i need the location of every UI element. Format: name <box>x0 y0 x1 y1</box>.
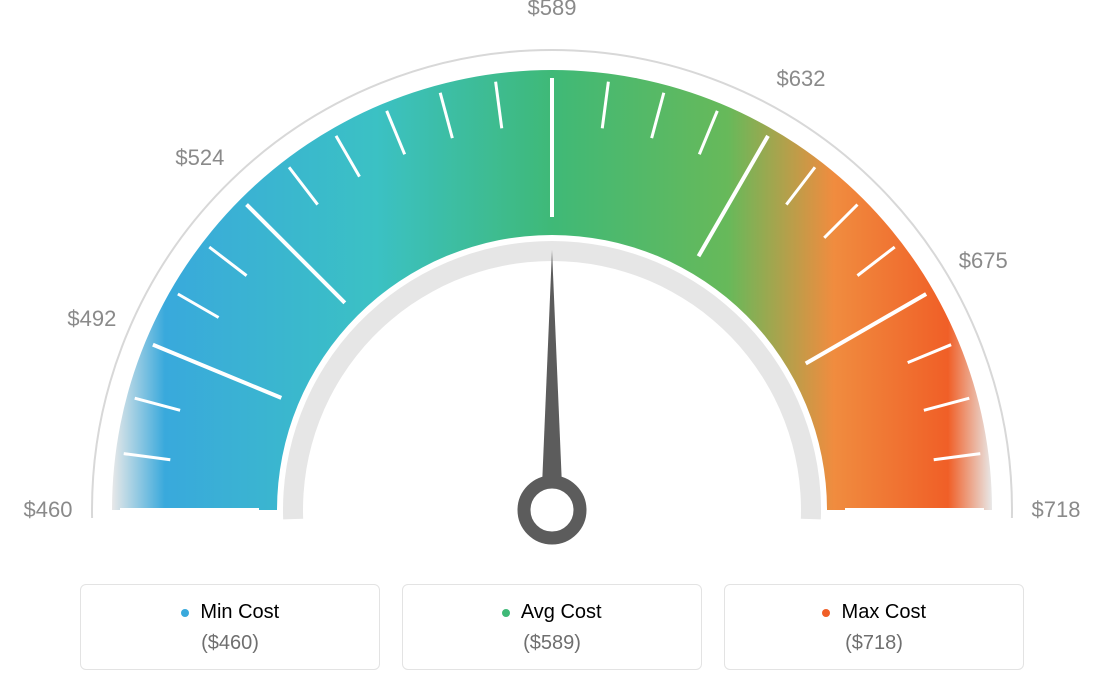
gauge-tick-label: $492 <box>67 306 116 332</box>
legend-max-title: Max Cost <box>735 601 1013 624</box>
legend-min-dot-icon <box>181 609 189 617</box>
legend-row: Min Cost ($460) Avg Cost ($589) Max Cost… <box>0 584 1104 670</box>
legend-max-dot-icon <box>822 609 830 617</box>
legend-avg-card: Avg Cost ($589) <box>402 584 702 670</box>
gauge-tick-label: $524 <box>175 145 224 171</box>
legend-avg-dot-icon <box>502 609 510 617</box>
legend-avg-title: Avg Cost <box>413 601 691 624</box>
legend-avg-label: Avg Cost <box>521 601 602 623</box>
legend-avg-value: ($589) <box>413 632 691 655</box>
legend-max-card: Max Cost ($718) <box>724 584 1024 670</box>
gauge-area: $460 $492 $524 $589 $632 $675 $718 <box>0 0 1104 570</box>
gauge-svg <box>0 0 1104 570</box>
legend-max-value: ($718) <box>735 632 1013 655</box>
cost-gauge-chart: $460 $492 $524 $589 $632 $675 $718 Min Cost ($… <box>0 0 1104 690</box>
gauge-needle <box>541 250 563 510</box>
legend-max-label: Max Cost <box>842 601 926 623</box>
gauge-tick-label: $589 <box>528 0 577 21</box>
gauge-tick-label: $675 <box>959 248 1008 274</box>
gauge-tick-label: $632 <box>777 66 826 92</box>
legend-min-value: ($460) <box>91 632 369 655</box>
gauge-tick-label: $460 <box>24 497 73 523</box>
gauge-hub <box>524 482 580 538</box>
legend-min-card: Min Cost ($460) <box>80 584 380 670</box>
legend-min-title: Min Cost <box>91 601 369 624</box>
gauge-tick-label: $718 <box>1032 497 1081 523</box>
legend-min-label: Min Cost <box>200 601 279 623</box>
